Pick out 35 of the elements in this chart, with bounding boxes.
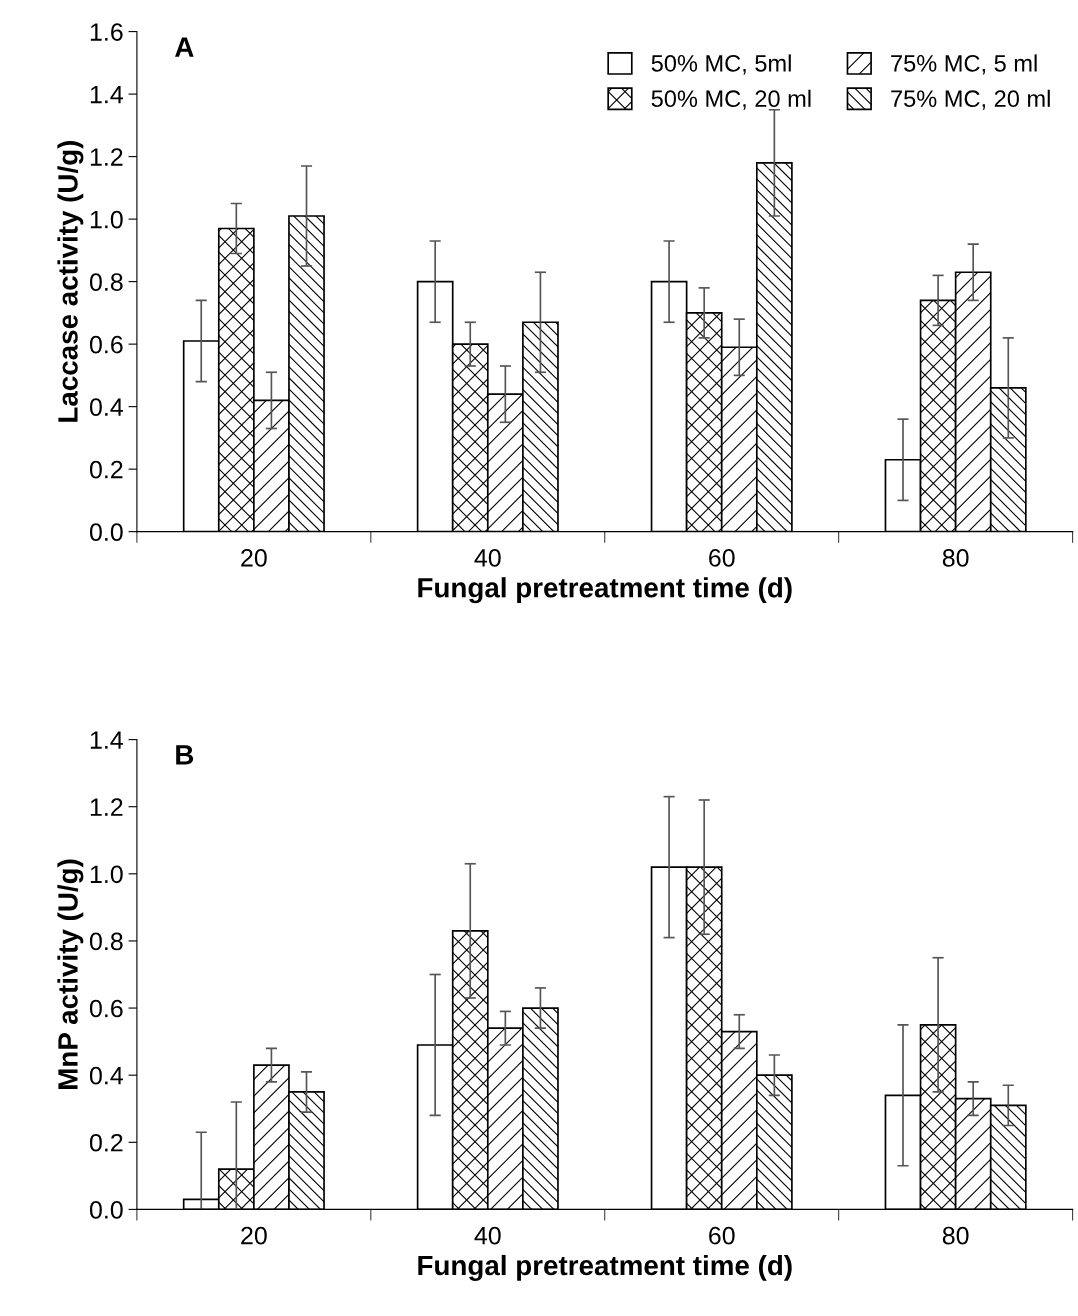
chart-title: A	[175, 37, 194, 57]
y-tick-label: 1.2	[90, 148, 123, 166]
chart-title: B	[176, 745, 194, 765]
y-tick-label: 0.2	[89, 1133, 123, 1152]
y-tick-label: 1.0	[90, 865, 123, 884]
y-tick-label: 0.4	[89, 398, 123, 416]
x-tick-label: 80	[942, 548, 969, 567]
x-tick-label: 20	[241, 548, 267, 567]
legend-label: 50% MC, 5ml	[651, 54, 791, 75]
y-axis-title: Laccase activity (U/g)	[57, 140, 84, 422]
x-tick-label: 20	[241, 1226, 267, 1245]
y-axis-title: MnP activity (U/g)	[57, 859, 84, 1089]
y-tick-label: 1.0	[90, 210, 123, 229]
x-tick-label: 60	[709, 1226, 735, 1245]
legend-label: 50% MC, 20 ml	[651, 89, 811, 110]
x-tick-label: 80	[942, 1226, 969, 1245]
legend-label: 75% MC, 20 ml	[891, 89, 1050, 110]
y-tick-label: 0.4	[89, 1066, 123, 1085]
x-tick-label: 60	[709, 548, 735, 567]
y-tick-label: 1.2	[90, 798, 123, 816]
y-tick-label: 1.6	[90, 23, 123, 41]
y-tick-label: 0.2	[89, 460, 123, 479]
y-tick-label: 0.8	[89, 273, 123, 291]
y-tick-label: 0.6	[89, 335, 123, 354]
x-axis-title: Fungal pretreatment time (d)	[418, 1254, 792, 1281]
y-tick-label: 0.6	[89, 999, 123, 1018]
y-tick-label: 0.8	[89, 932, 123, 951]
y-tick-label: 1.4	[90, 85, 123, 104]
y-tick-label: 0.0	[89, 523, 123, 541]
y-tick-label: 1.4	[90, 731, 123, 749]
x-tick-label: 40	[474, 1226, 501, 1245]
x-axis-title: Fungal pretreatment time (d)	[418, 577, 792, 604]
y-tick-label: 0.0	[89, 1201, 123, 1219]
x-tick-label: 40	[474, 548, 501, 567]
legend-label: 75% MC, 5 ml	[891, 54, 1037, 75]
